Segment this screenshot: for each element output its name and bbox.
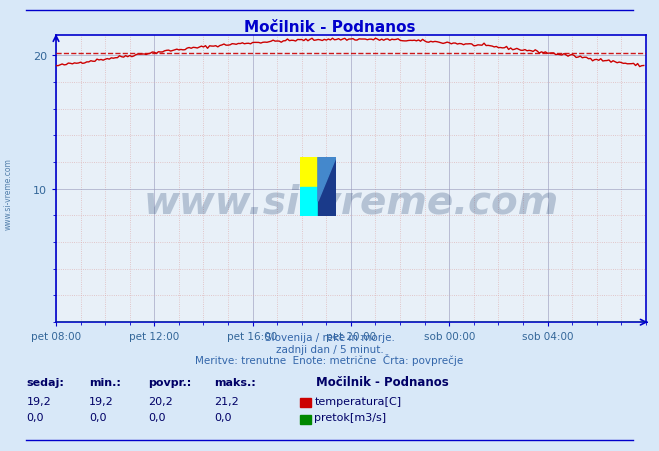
Text: 0,0: 0,0 — [89, 412, 107, 422]
Text: Slovenija / reke in morje.: Slovenija / reke in morje. — [264, 332, 395, 342]
Polygon shape — [318, 158, 336, 216]
Text: 21,2: 21,2 — [214, 396, 239, 405]
Text: 20,2: 20,2 — [148, 396, 173, 405]
Text: maks.:: maks.: — [214, 377, 256, 387]
Text: Meritve: trenutne  Enote: metrične  Črta: povprečje: Meritve: trenutne Enote: metrične Črta: … — [195, 353, 464, 365]
Text: 19,2: 19,2 — [89, 396, 114, 405]
Text: 0,0: 0,0 — [148, 412, 166, 422]
Text: www.si-vreme.com: www.si-vreme.com — [3, 158, 13, 230]
Text: 19,2: 19,2 — [26, 396, 51, 405]
Text: min.:: min.: — [89, 377, 121, 387]
Text: pretok[m3/s]: pretok[m3/s] — [314, 412, 386, 422]
Text: zadnji dan / 5 minut.: zadnji dan / 5 minut. — [275, 344, 384, 354]
Text: Močilnik - Podnanos: Močilnik - Podnanos — [316, 376, 449, 389]
Polygon shape — [300, 187, 318, 216]
Polygon shape — [300, 158, 318, 187]
Text: Močilnik - Podnanos: Močilnik - Podnanos — [244, 20, 415, 35]
Text: www.si-vreme.com: www.si-vreme.com — [143, 183, 559, 221]
Text: 0,0: 0,0 — [26, 412, 44, 422]
Polygon shape — [318, 158, 336, 202]
Text: povpr.:: povpr.: — [148, 377, 192, 387]
Text: temperatura[C]: temperatura[C] — [314, 396, 401, 405]
Text: sedaj:: sedaj: — [26, 377, 64, 387]
Text: 0,0: 0,0 — [214, 412, 232, 422]
